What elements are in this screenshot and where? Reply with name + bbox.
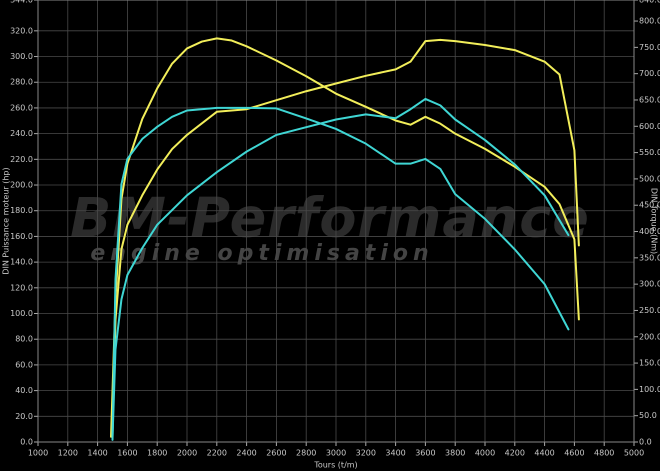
y2-tick-label: 50.0 — [639, 411, 657, 420]
x-tick-label: 2400 — [236, 449, 256, 458]
x-tick-label: 2200 — [207, 449, 227, 458]
y-tick-label: 344.0 — [10, 0, 33, 5]
y2-tick-label: 300.0 — [639, 280, 660, 289]
y-tick-label: 160.0 — [10, 232, 33, 241]
watermark: BM-Performance — [70, 187, 590, 250]
y2-tick-label: 0.0 — [639, 438, 652, 447]
x-tick-label: 3600 — [415, 449, 435, 458]
y-tick-label: 80.0 — [15, 335, 33, 344]
y-tick-label: 60.0 — [15, 360, 33, 369]
x-tick-label: 2600 — [266, 449, 286, 458]
y2-tick-label: 700.0 — [639, 69, 660, 78]
x-tick-label: 3200 — [356, 449, 376, 458]
y-tick-label: 20.0 — [15, 412, 33, 421]
x-tick-label: 1400 — [87, 449, 107, 458]
y2-tick-label: 840.0 — [639, 0, 660, 5]
x-axis-title: Tours (t/m) — [313, 461, 357, 470]
x-tick-label: 3000 — [326, 449, 346, 458]
y2-tick-label: 550.0 — [639, 148, 660, 157]
x-tick-label: 1200 — [58, 449, 78, 458]
x-tick-label: 2000 — [177, 449, 197, 458]
x-tick-label: 1800 — [147, 449, 167, 458]
x-tick-label: 4000 — [475, 449, 495, 458]
y2-tick-label: 350.0 — [639, 253, 660, 262]
y-tick-label: 280.0 — [10, 78, 33, 87]
y2-axis-title: DIN Torque (Nm) — [650, 188, 659, 254]
y2-tick-label: 200.0 — [639, 332, 660, 341]
y-tick-label: 260.0 — [10, 103, 33, 112]
y-tick-label: 220.0 — [10, 155, 33, 164]
curve — [111, 106, 570, 441]
y2-tick-label: 450.0 — [639, 201, 660, 210]
x-tick-label: 1600 — [117, 449, 137, 458]
x-tick-label: 1000 — [28, 449, 48, 458]
x-tick-label: 3400 — [385, 449, 405, 458]
y2-tick-label: 100.0 — [639, 385, 660, 394]
x-tick-label: 3800 — [445, 449, 465, 458]
y2-tick-label: 800.0 — [639, 17, 660, 26]
y-tick-label: 180.0 — [10, 206, 33, 215]
x-tick-label: 4600 — [564, 449, 584, 458]
x-tick-label: 2800 — [296, 449, 316, 458]
y-tick-label: 0.0 — [20, 438, 33, 447]
y-tick-label: 140.0 — [10, 258, 33, 267]
x-tick-label: 4800 — [594, 449, 614, 458]
x-tick-label: 5000 — [624, 449, 644, 458]
y-tick-label: 40.0 — [15, 386, 33, 395]
y2-tick-label: 500.0 — [639, 174, 660, 183]
y-tick-label: 320.0 — [10, 26, 33, 35]
y-tick-label: 100.0 — [10, 309, 33, 318]
curve — [110, 37, 580, 438]
y2-tick-label: 600.0 — [639, 122, 660, 131]
y-tick-label: 120.0 — [10, 283, 33, 292]
plot-frame — [37, 0, 635, 443]
y-tick-label: 200.0 — [10, 181, 33, 190]
y-tick-label: 240.0 — [10, 129, 33, 138]
x-tick-label: 4200 — [505, 449, 525, 458]
y2-tick-label: 400.0 — [639, 227, 660, 236]
x-tick-label: 4400 — [534, 449, 554, 458]
y2-tick-label: 250.0 — [639, 306, 660, 315]
y2-tick-label: 150.0 — [639, 359, 660, 368]
y2-tick-label: 650.0 — [639, 95, 660, 104]
curve — [111, 38, 580, 433]
y-axis-title: DIN Puissance moteur (hp) — [2, 167, 11, 274]
y2-tick-label: 750.0 — [639, 43, 660, 52]
y-tick-label: 300.0 — [10, 52, 33, 61]
